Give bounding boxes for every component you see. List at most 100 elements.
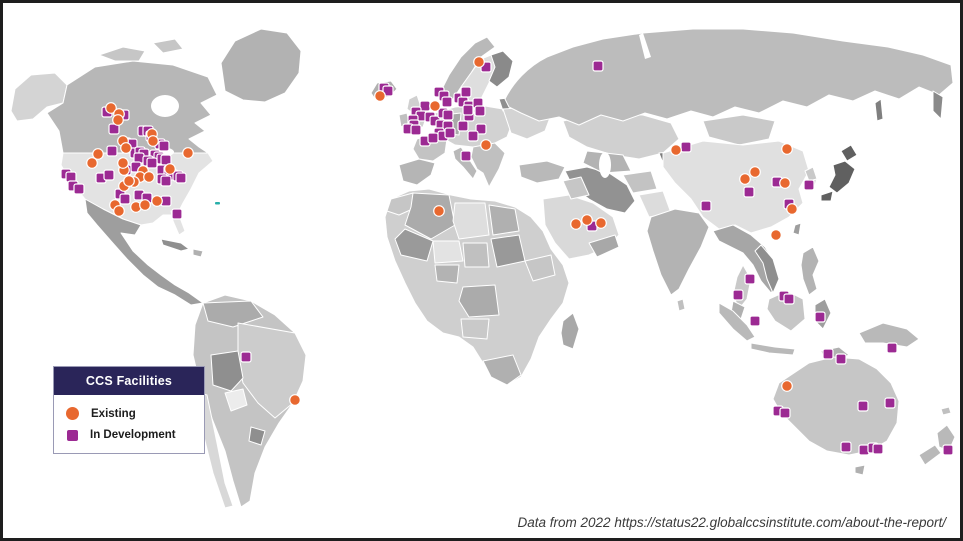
country-sudan: [490, 234, 526, 268]
hudson-bay: [151, 95, 179, 117]
country-angola: [460, 318, 490, 340]
country-south-africa: [482, 354, 522, 386]
country-taiwan: [792, 222, 802, 236]
country-chad: [462, 242, 490, 268]
facility-marker-existing: [151, 195, 163, 207]
facility-marker-in-development: [743, 186, 755, 198]
facility-marker-existing: [480, 139, 492, 151]
facility-marker-existing: [670, 144, 682, 156]
facility-marker-existing: [289, 394, 301, 406]
facility-marker-existing: [105, 102, 117, 114]
country-india: [646, 208, 710, 296]
facility-marker-existing: [117, 157, 129, 169]
region-balkans: [470, 142, 506, 188]
country-turkey: [518, 160, 566, 184]
legend: CCS Facilities Existing In Development: [53, 366, 205, 454]
facility-marker-in-development: [474, 105, 486, 117]
existing-circle-icon: [66, 407, 79, 420]
facility-marker-in-development: [158, 140, 170, 152]
country-madagascar: [560, 312, 580, 350]
country-new-zealand: [918, 424, 956, 466]
canada-arctic-islands: [98, 38, 184, 62]
facility-marker-in-development: [592, 60, 604, 72]
facility-marker-in-development: [160, 175, 172, 187]
facility-marker-in-development: [460, 150, 472, 162]
facility-marker-existing: [139, 199, 151, 211]
facility-marker-in-development: [442, 109, 454, 121]
facility-marker-in-development: [680, 141, 692, 153]
facility-marker-existing: [786, 203, 798, 215]
country-niger: [432, 240, 464, 264]
black-sea: [517, 146, 545, 160]
country-canada: [46, 60, 218, 154]
facility-marker-existing: [86, 157, 98, 169]
country-bolivia: [210, 350, 244, 392]
country-colombia-venezuela: [202, 300, 264, 328]
facility-marker-existing: [123, 175, 135, 187]
facility-marker-in-development: [103, 169, 115, 181]
country-australia: [772, 356, 900, 456]
facility-marker-existing: [113, 205, 125, 217]
facility-marker-in-development: [460, 86, 472, 98]
facility-marker-in-development: [835, 353, 847, 365]
facility-marker-in-development: [240, 351, 252, 363]
country-hispaniola: [192, 248, 204, 258]
country-finland: [488, 50, 514, 88]
facility-marker-in-development: [462, 104, 474, 116]
legend-item-existing: Existing: [66, 407, 192, 420]
country-russia: [504, 28, 954, 126]
country-italy: [452, 146, 478, 180]
facility-marker-in-development: [744, 273, 756, 285]
facility-marker-existing: [374, 90, 386, 102]
facility-marker-in-development: [457, 120, 469, 132]
country-mali: [394, 228, 434, 262]
facility-marker-in-development: [783, 293, 795, 305]
facility-marker-in-development: [175, 172, 187, 184]
facility-marker-in-development: [119, 193, 131, 205]
facility-marker-in-development: [475, 123, 487, 135]
facility-marker-in-development: [822, 348, 834, 360]
facility-marker-existing: [143, 171, 155, 183]
facility-marker-existing: [147, 135, 159, 147]
island-sakhalin: [874, 98, 884, 122]
facility-marker-in-development: [942, 444, 954, 456]
facility-marker-existing: [749, 166, 761, 178]
facility-marker-in-development: [444, 127, 456, 139]
region-kamchatka: [932, 90, 944, 120]
country-china: [662, 140, 810, 234]
legend-item-label: In Development: [90, 429, 176, 441]
facility-marker-existing: [473, 56, 485, 68]
facility-marker-in-development: [171, 208, 183, 220]
facility-marker-in-development: [410, 124, 422, 136]
country-algeria: [404, 192, 456, 240]
legend-item-label: Existing: [91, 407, 136, 420]
facility-marker-existing: [164, 163, 176, 175]
country-libya: [452, 202, 490, 240]
facility-marker-existing: [570, 218, 582, 230]
country-egypt: [488, 204, 520, 236]
country-nigeria: [434, 264, 460, 284]
country-morocco: [386, 192, 418, 216]
facility-marker-in-development: [427, 132, 439, 144]
country-paraguay: [224, 388, 248, 412]
facility-marker-existing: [595, 217, 607, 229]
facility-marker-existing: [581, 214, 593, 226]
gulf-of-ob: [639, 33, 651, 59]
facility-markers: [60, 56, 954, 456]
country-yemen-oman: [588, 234, 620, 258]
facility-marker-in-development: [441, 96, 453, 108]
country-philippines: [800, 246, 820, 296]
facility-marker-in-development: [857, 400, 869, 412]
country-spain-portugal: [398, 158, 436, 186]
country-uruguay: [248, 426, 266, 446]
world-map: [10, 28, 956, 509]
country-mongolia: [702, 114, 776, 146]
country-sri-lanka: [676, 298, 686, 312]
facility-marker-existing: [182, 147, 194, 159]
facility-marker-existing: [739, 173, 751, 185]
facility-marker-existing: [781, 380, 793, 392]
country-drc: [458, 284, 500, 318]
country-greenland: [220, 28, 302, 103]
country-iraq-syria: [562, 176, 590, 200]
